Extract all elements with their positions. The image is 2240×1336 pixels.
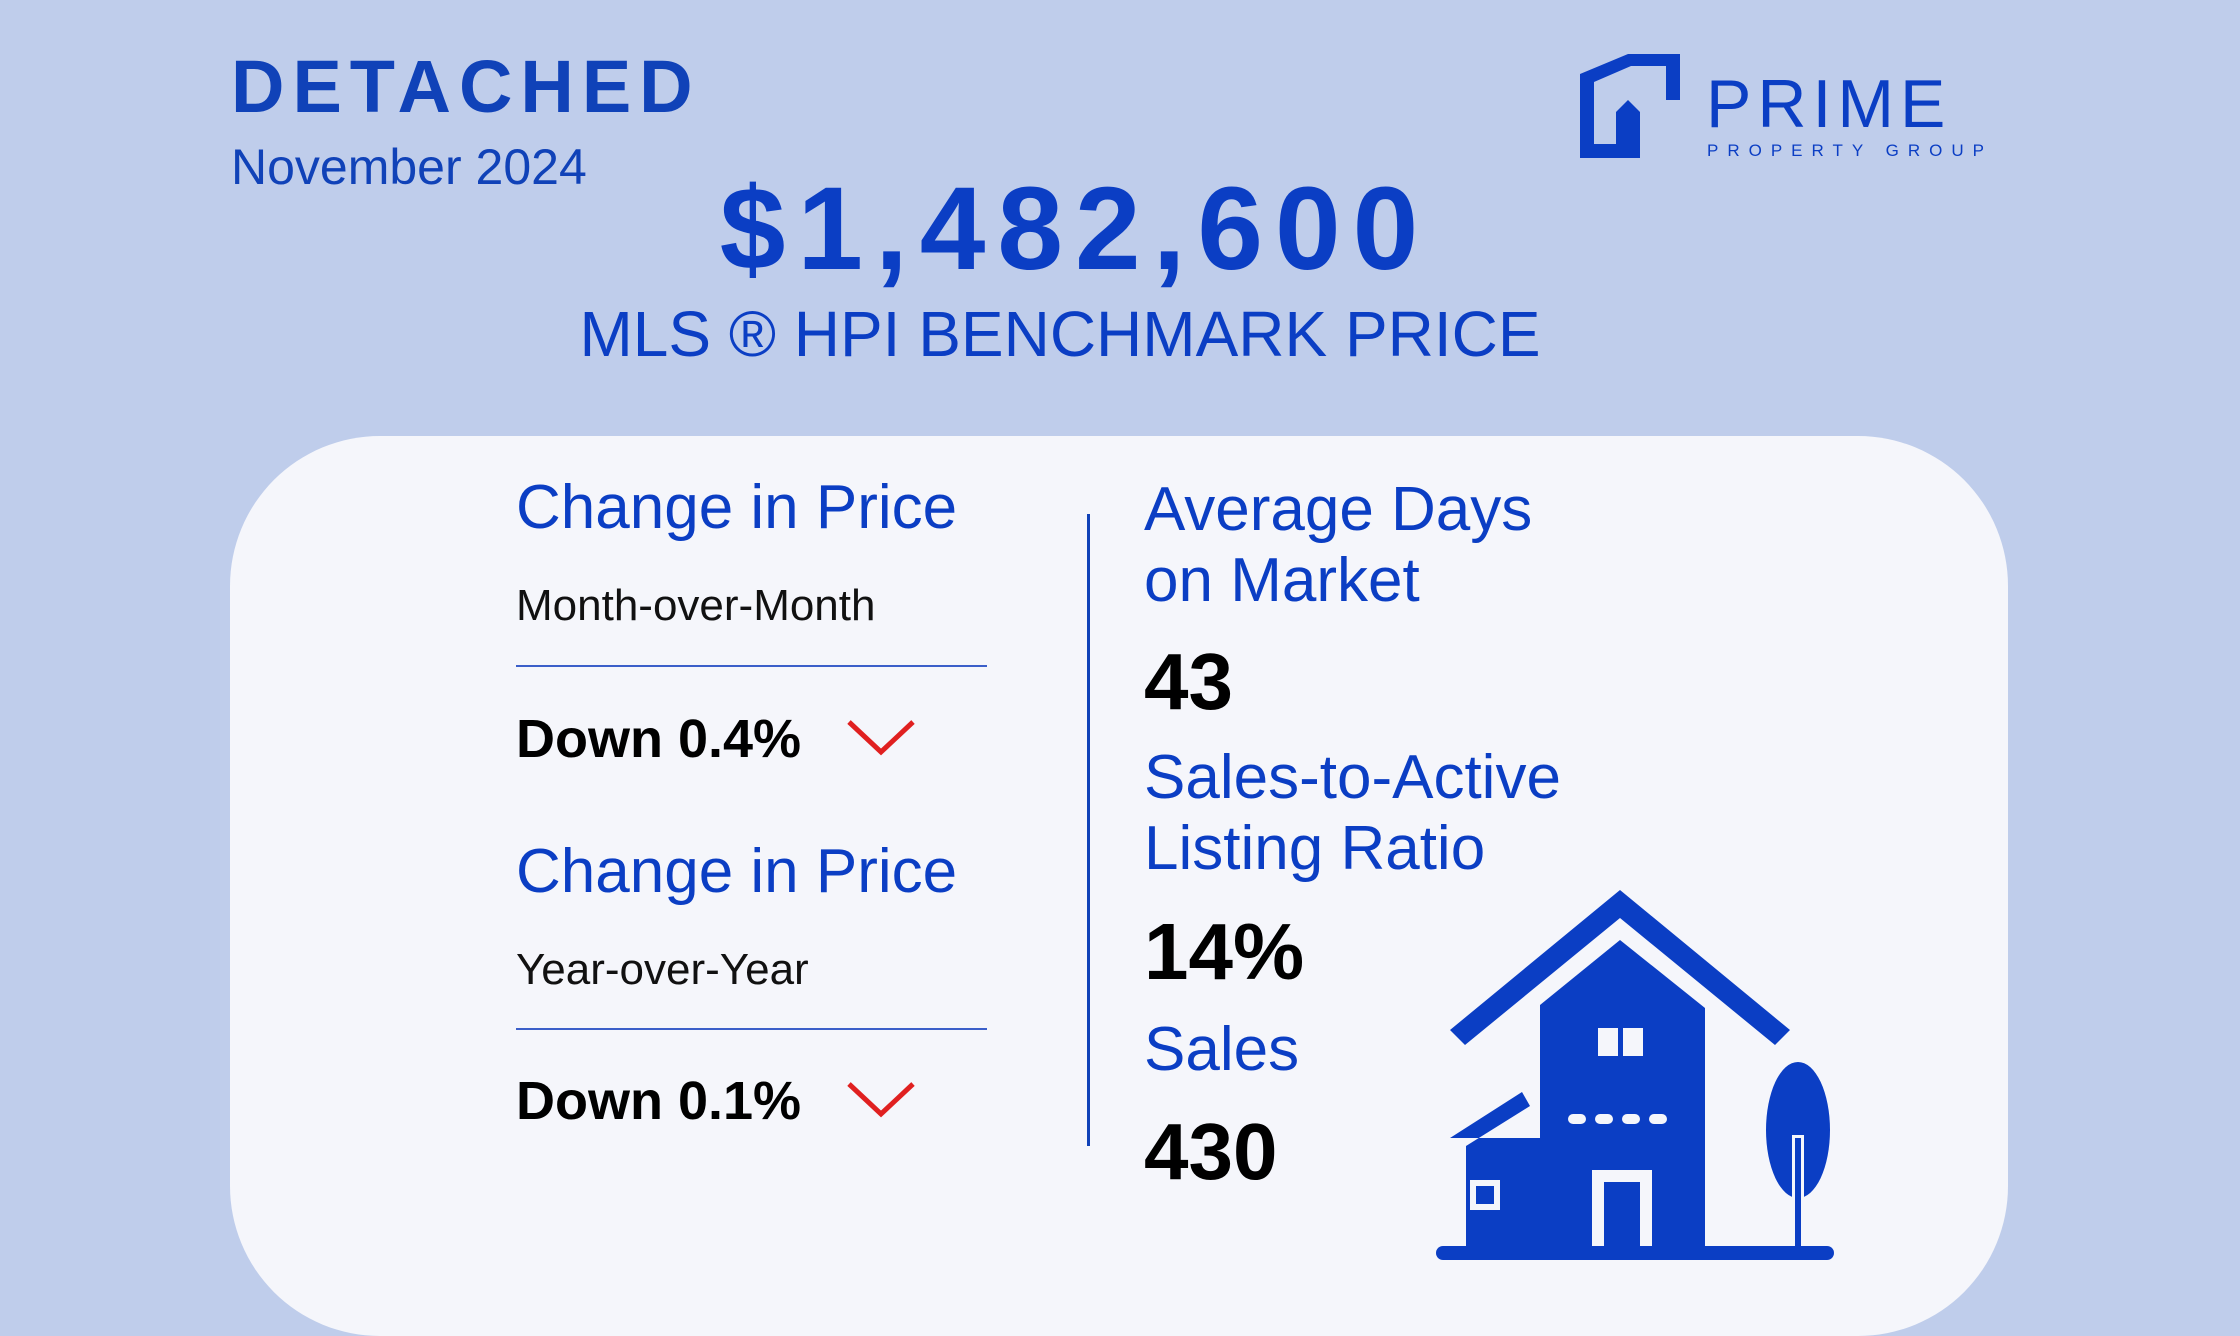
mom-heading: Change in Price (516, 473, 958, 542)
logo-subtitle: PROPERTY GROUP (1707, 141, 1993, 160)
ratio-heading: Sales-to-Active Listing Ratio (1144, 742, 1561, 885)
chevron-down-icon (847, 1082, 915, 1118)
ratio-heading-line2: Listing Ratio (1144, 814, 1486, 884)
yoy-divider (516, 1028, 987, 1030)
sales-heading: Sales (1144, 1015, 1300, 1084)
chevron-down-icon (847, 720, 915, 756)
category-title: DETACHED (231, 45, 701, 128)
house-roof-logo-icon (1580, 54, 1680, 158)
report-period: November 2024 (231, 139, 587, 195)
dom-heading: Average Days on Market (1144, 474, 1532, 617)
house-with-tree-icon (1436, 890, 1834, 1260)
dom-heading-line1: Average Days (1144, 475, 1533, 544)
benchmark-price: $1,482,600 (719, 163, 1431, 295)
yoy-heading: Change in Price (516, 837, 958, 906)
stats-card (230, 436, 2008, 1336)
mom-period: Month-over-Month (516, 581, 876, 630)
dom-value: 43 (1144, 637, 1233, 726)
logo-wordmark: PRIME (1706, 66, 1952, 142)
column-divider (1087, 514, 1090, 1146)
yoy-period: Year-over-Year (516, 945, 809, 994)
ratio-heading-line1: Sales-to-Active (1144, 743, 1561, 812)
yoy-value: Down 0.1% (516, 1071, 802, 1131)
mom-divider (516, 665, 987, 667)
dom-heading-line2: on Market (1144, 546, 1420, 616)
sales-value: 430 (1144, 1107, 1278, 1196)
ratio-value: 14% (1144, 907, 1305, 996)
mom-value: Down 0.4% (516, 709, 802, 769)
benchmark-label: MLS ® HPI BENCHMARK PRICE (579, 298, 1541, 370)
